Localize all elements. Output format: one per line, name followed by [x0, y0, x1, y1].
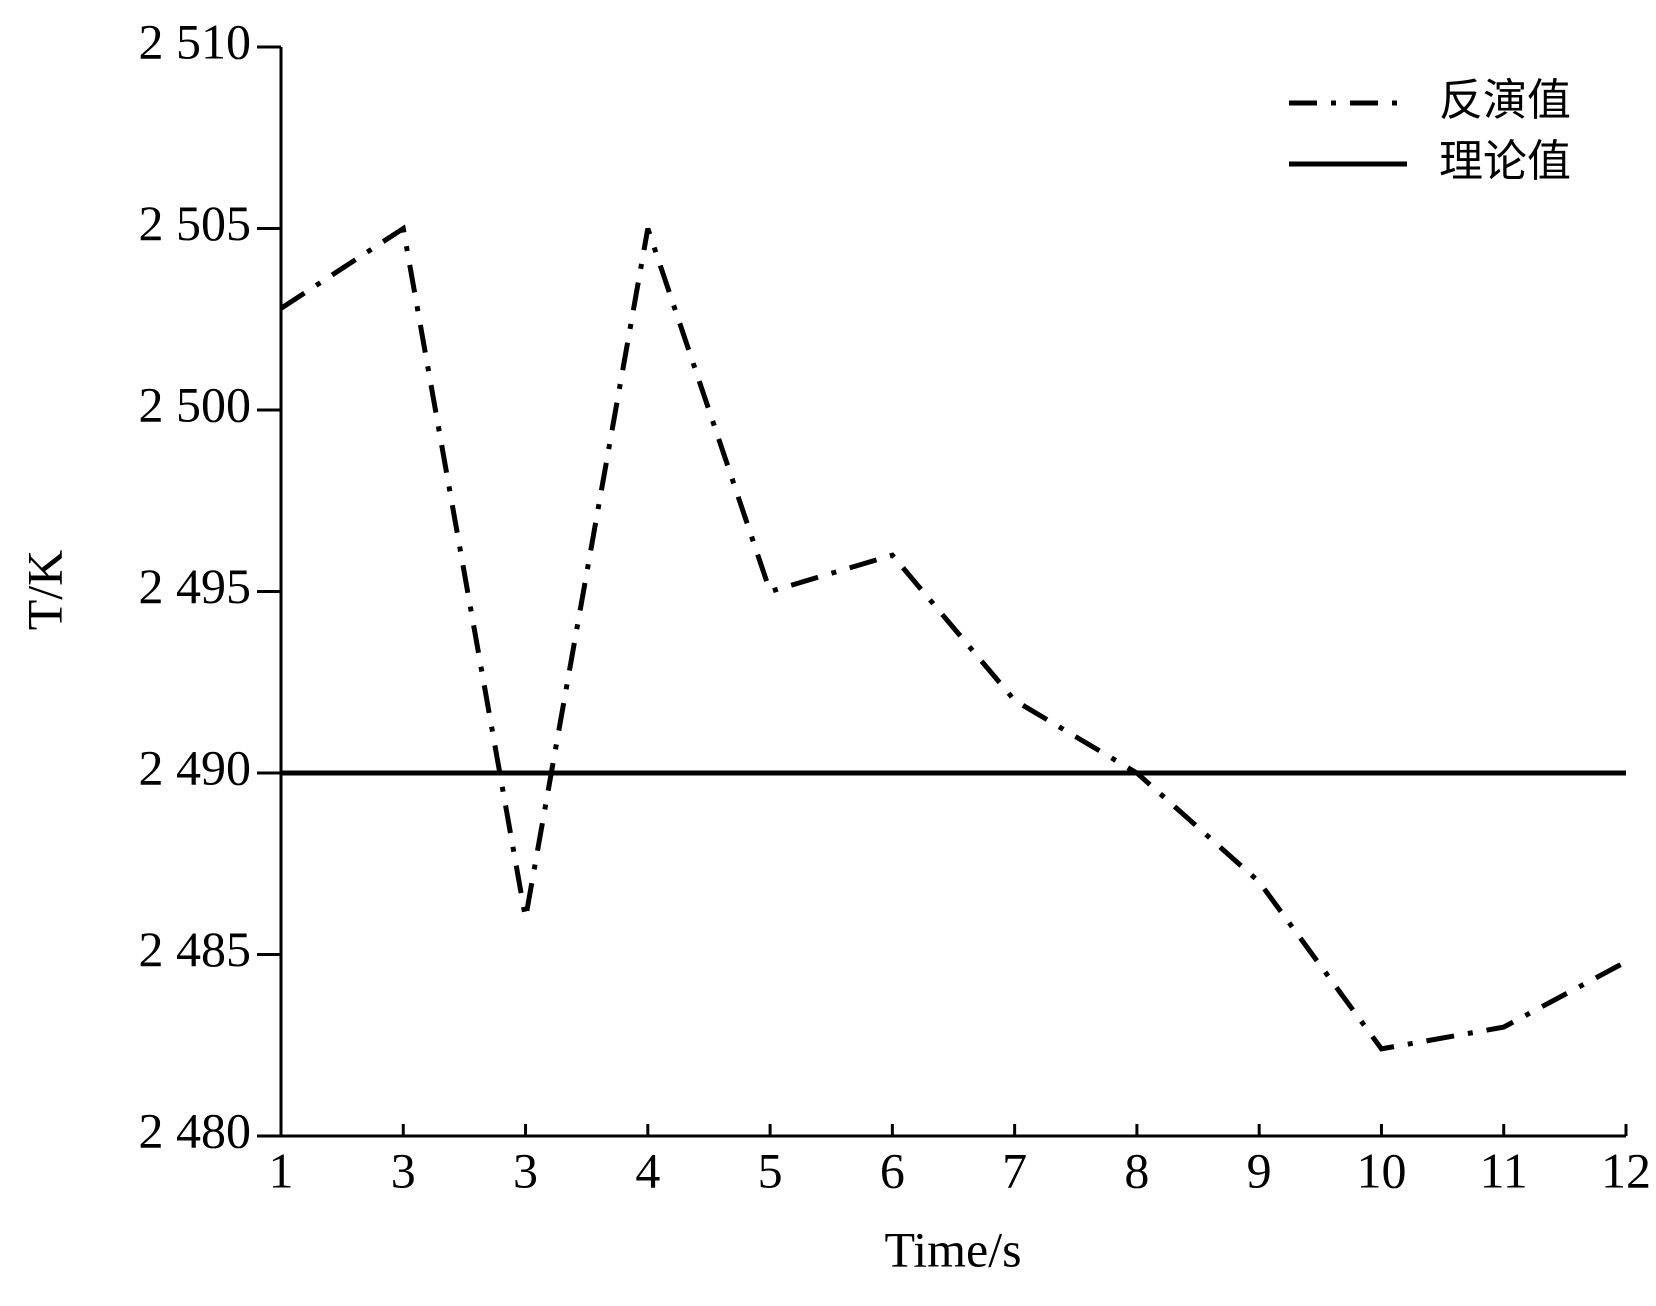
x-tick-label: 7 — [1002, 1142, 1027, 1198]
x-tick-label: 1 — [269, 1142, 294, 1198]
y-tick-label: 2 500 — [139, 376, 252, 432]
x-axis-label: Time/s — [884, 1221, 1021, 1277]
x-tick-label: 3 — [391, 1142, 416, 1198]
y-tick-label: 2 485 — [139, 921, 252, 977]
y-tick-label: 2 480 — [139, 1102, 252, 1158]
x-tick-label: 12 — [1601, 1142, 1651, 1198]
y-tick-label: 2 510 — [139, 13, 252, 69]
x-tick-label: 6 — [880, 1142, 905, 1198]
y-axis-label: T/K — [16, 550, 72, 631]
y-tick-label: 2 495 — [139, 558, 252, 614]
x-tick-label: 4 — [635, 1142, 660, 1198]
x-tick-label: 11 — [1480, 1142, 1528, 1198]
x-tick-label: 5 — [758, 1142, 783, 1198]
x-tick-label: 9 — [1247, 1142, 1272, 1198]
x-tick-label: 3 — [513, 1142, 538, 1198]
x-tick-label: 10 — [1356, 1142, 1406, 1198]
series-line — [279, 224, 1628, 1052]
x-tick-label: 8 — [1124, 1142, 1149, 1198]
legend-label: 理论值 — [1439, 136, 1571, 187]
legend-label: 反演值 — [1439, 75, 1571, 126]
y-tick-label: 2 505 — [139, 195, 252, 251]
y-tick-label: 2 490 — [139, 739, 252, 795]
